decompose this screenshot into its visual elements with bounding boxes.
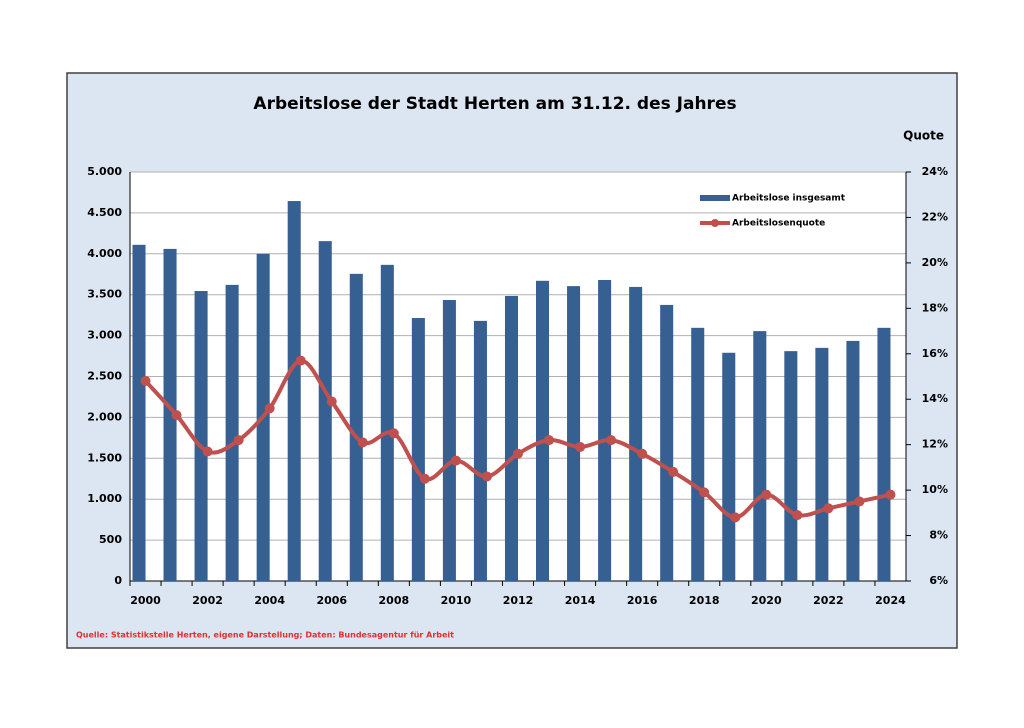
- bar: [536, 280, 550, 581]
- y-tick-label: 2.000: [87, 410, 122, 423]
- line-marker: [730, 512, 741, 523]
- x-tick-label: 2006: [316, 594, 347, 607]
- x-tick-label: 2012: [503, 594, 534, 607]
- x-tick-label: 2016: [627, 594, 658, 607]
- line-marker: [792, 510, 803, 521]
- x-tick-label: 2004: [254, 594, 285, 607]
- y2-tick-label: 8%: [929, 529, 948, 542]
- y2-tick-label: 6%: [929, 574, 948, 587]
- y-tick-label: 4.000: [87, 247, 122, 260]
- bar: [691, 327, 705, 581]
- bar: [784, 351, 798, 581]
- bar: [504, 295, 518, 581]
- bar: [194, 291, 208, 581]
- bar: [660, 304, 674, 581]
- source-note: Quelle: Statistikstelle Herten, eigene D…: [76, 631, 454, 640]
- y2-tick-label: 16%: [922, 347, 948, 360]
- x-tick-label: 2008: [379, 594, 410, 607]
- bar: [567, 286, 581, 581]
- line-marker: [202, 446, 213, 457]
- y-tick-label: 1.500: [87, 451, 122, 464]
- line-marker: [357, 437, 368, 448]
- bar: [318, 241, 332, 581]
- x-tick-label: 2018: [689, 594, 720, 607]
- bar: [132, 244, 146, 581]
- legend-swatch: [700, 195, 730, 201]
- legend-label: Arbeitslosenquote: [732, 219, 825, 229]
- x-tick-label: 2024: [875, 594, 906, 607]
- y2-tick-label: 24%: [922, 165, 948, 178]
- bar: [163, 248, 177, 581]
- line-marker: [264, 403, 275, 414]
- y-tick-label: 500: [99, 533, 122, 546]
- line-marker: [761, 489, 772, 500]
- y-tick-label: 1.000: [87, 492, 122, 505]
- legend-marker: [711, 219, 719, 227]
- line-marker: [854, 496, 865, 507]
- y2-tick-label: 10%: [922, 483, 948, 496]
- bar: [442, 300, 456, 581]
- line-marker: [575, 441, 586, 452]
- line-marker: [171, 410, 182, 421]
- y2-tick-label: 14%: [922, 392, 948, 405]
- y-tick-label: 0: [114, 574, 122, 587]
- line-marker: [513, 448, 523, 459]
- bar: [411, 318, 425, 581]
- y-tick-label: 5.000: [87, 165, 122, 178]
- bar: [877, 327, 891, 581]
- y-tick-label: 2.500: [87, 370, 122, 383]
- x-tick-label: 2020: [751, 594, 782, 607]
- line-marker: [419, 473, 430, 484]
- line-marker: [388, 428, 399, 439]
- x-tick-label: 2014: [565, 594, 596, 607]
- bar: [629, 286, 643, 581]
- chart-title: Arbeitslose der Stadt Herten am 31.12. d…: [253, 94, 736, 114]
- bar: [473, 320, 487, 581]
- bar: [722, 352, 736, 581]
- x-tick-label: 2002: [192, 594, 223, 607]
- y2-tick-label: 18%: [922, 301, 948, 314]
- bar: [846, 340, 860, 581]
- bar: [287, 201, 301, 581]
- x-tick-label: 2022: [813, 594, 844, 607]
- bar: [753, 331, 767, 581]
- line-marker: [481, 471, 492, 482]
- bar: [598, 279, 612, 581]
- line-marker: [637, 448, 648, 459]
- y2-tick-label: 20%: [922, 256, 948, 269]
- bar: [349, 273, 363, 581]
- x-tick-label: 2000: [130, 594, 161, 607]
- y-tick-label: 3.000: [87, 329, 122, 342]
- line-marker: [823, 503, 834, 514]
- x-tick-label: 2010: [441, 594, 472, 607]
- bar: [225, 284, 239, 581]
- line-marker: [140, 376, 151, 387]
- line-marker: [450, 455, 461, 466]
- line-marker: [668, 466, 679, 477]
- line-marker: [295, 355, 306, 366]
- y2-axis-title: Quote: [903, 129, 944, 143]
- bar: [815, 347, 829, 581]
- y2-tick-label: 12%: [922, 438, 948, 451]
- line-marker: [885, 489, 896, 500]
- line-marker: [544, 435, 555, 446]
- y-tick-label: 4.500: [87, 206, 122, 219]
- y2-tick-label: 22%: [922, 210, 948, 223]
- bar: [380, 264, 394, 581]
- line-marker: [606, 435, 617, 446]
- legend-label: Arbeitslose insgesamt: [732, 194, 846, 204]
- line-marker: [233, 435, 244, 446]
- line-marker: [326, 396, 337, 407]
- y-tick-label: 3.500: [87, 288, 122, 301]
- line-marker: [699, 487, 710, 498]
